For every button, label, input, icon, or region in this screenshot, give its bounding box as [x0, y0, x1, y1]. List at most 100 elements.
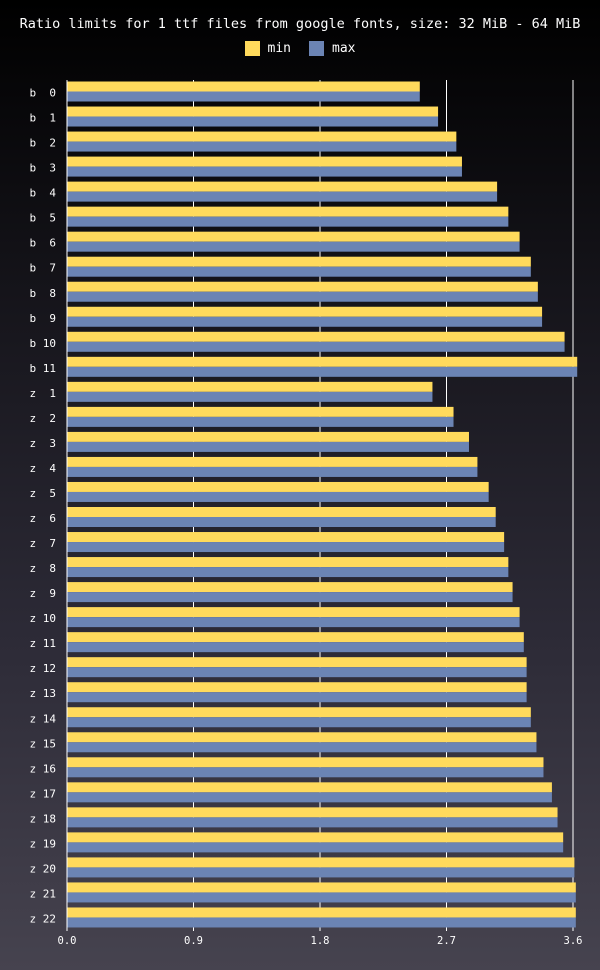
bar-max-15 — [67, 466, 478, 477]
bar-max-33 — [67, 917, 576, 928]
x-tick-label-2: 1.8 — [311, 935, 330, 947]
y-tick-label-6: b 6 — [30, 237, 57, 250]
legend-swatch-max — [309, 41, 324, 56]
bar-max-29 — [67, 817, 558, 828]
bar-min-31 — [67, 857, 575, 868]
bar-min-6 — [67, 231, 520, 242]
bar-min-12 — [67, 381, 433, 392]
bar-max-7 — [67, 266, 531, 277]
y-tick-label-32: z 21 — [30, 887, 57, 900]
bar-max-24 — [67, 692, 527, 703]
bar-max-3 — [67, 166, 462, 177]
y-tick-label-15: z 4 — [30, 462, 57, 475]
y-tick-label-16: z 5 — [30, 487, 57, 500]
bar-min-8 — [67, 281, 538, 292]
y-tick-label-14: z 3 — [30, 437, 57, 450]
bar-max-1 — [67, 116, 439, 127]
bar-min-30 — [67, 832, 564, 843]
y-tick-label-4: b 4 — [30, 187, 57, 200]
y-tick-label-8: b 8 — [30, 287, 57, 300]
y-tick-label-22: z 11 — [30, 637, 57, 650]
y-tick-label-0: b 0 — [30, 87, 57, 100]
bar-max-18 — [67, 542, 505, 553]
bar-min-22 — [67, 632, 524, 643]
bar-max-25 — [67, 717, 531, 728]
x-tick-label-0: 0.0 — [58, 935, 77, 947]
bar-min-18 — [67, 532, 505, 543]
bar-min-25 — [67, 707, 531, 718]
bar-min-23 — [67, 657, 527, 668]
bar-min-27 — [67, 757, 544, 768]
y-tick-label-3: b 3 — [30, 162, 57, 175]
y-tick-label-17: z 6 — [30, 512, 57, 525]
bar-min-2 — [67, 131, 457, 142]
x-tick-label-4: 3.6 — [564, 935, 583, 947]
legend-swatch-min — [244, 41, 260, 56]
y-tick-label-31: z 20 — [30, 862, 57, 875]
bar-max-0 — [67, 91, 420, 102]
legend-entry-max: max — [309, 41, 355, 56]
legend: min max — [0, 41, 600, 56]
bar-max-31 — [67, 867, 575, 878]
y-tick-label-18: z 7 — [30, 537, 57, 550]
bar-max-16 — [67, 491, 489, 502]
bar-max-28 — [67, 792, 552, 803]
y-tick-label-11: b 11 — [30, 362, 57, 375]
y-tick-label-12: z 1 — [30, 387, 57, 400]
bar-min-0 — [67, 81, 420, 92]
bar-max-9 — [67, 316, 543, 327]
y-tick-label-20: z 9 — [30, 587, 57, 600]
bar-min-4 — [67, 181, 498, 192]
y-tick-label-28: z 17 — [30, 787, 57, 800]
y-tick-label-19: z 8 — [30, 562, 57, 575]
y-tick-label-7: b 7 — [30, 262, 57, 275]
y-tick-label-23: z 12 — [30, 662, 57, 675]
y-tick-label-9: b 9 — [30, 312, 57, 325]
y-tick-label-25: z 14 — [30, 712, 57, 725]
bar-min-13 — [67, 406, 454, 417]
bar-min-11 — [67, 356, 578, 367]
y-tick-label-21: z 10 — [30, 612, 57, 625]
bar-min-9 — [67, 306, 543, 317]
y-tick-label-5: b 5 — [30, 212, 57, 225]
y-tick-label-26: z 15 — [30, 737, 57, 750]
bar-min-19 — [67, 557, 509, 568]
bar-min-1 — [67, 106, 439, 117]
bar-max-5 — [67, 216, 509, 227]
y-tick-label-30: z 19 — [30, 837, 57, 850]
legend-label-max: max — [332, 41, 356, 56]
bar-min-24 — [67, 682, 527, 693]
bar-max-30 — [67, 842, 564, 853]
y-tick-label-27: z 16 — [30, 762, 57, 775]
bar-min-32 — [67, 882, 576, 893]
bar-min-29 — [67, 807, 558, 818]
bar-max-26 — [67, 742, 537, 753]
bar-max-11 — [67, 366, 578, 377]
y-tick-label-10: b 10 — [30, 337, 57, 350]
bar-min-16 — [67, 481, 489, 492]
legend-entry-min: min — [244, 41, 291, 56]
y-tick-label-24: z 13 — [30, 687, 57, 700]
bar-max-12 — [67, 391, 433, 402]
bar-max-13 — [67, 416, 454, 427]
y-tick-label-29: z 18 — [30, 812, 57, 825]
x-tick-label-1: 0.9 — [184, 935, 203, 947]
y-tick-label-33: z 22 — [30, 912, 57, 925]
bar-max-14 — [67, 441, 469, 452]
bar-min-26 — [67, 732, 537, 743]
bar-max-27 — [67, 767, 544, 778]
bar-max-8 — [67, 291, 538, 302]
bar-max-23 — [67, 667, 527, 678]
bar-max-10 — [67, 341, 565, 352]
bar-max-6 — [67, 241, 520, 252]
bar-min-33 — [67, 907, 576, 918]
bar-min-28 — [67, 782, 552, 793]
bar-max-20 — [67, 592, 513, 603]
bar-min-5 — [67, 206, 509, 217]
x-tick-label-3: 2.7 — [437, 935, 456, 947]
bar-max-32 — [67, 892, 576, 903]
bar-max-2 — [67, 141, 457, 152]
bar-max-19 — [67, 567, 509, 578]
bar-min-15 — [67, 456, 478, 467]
